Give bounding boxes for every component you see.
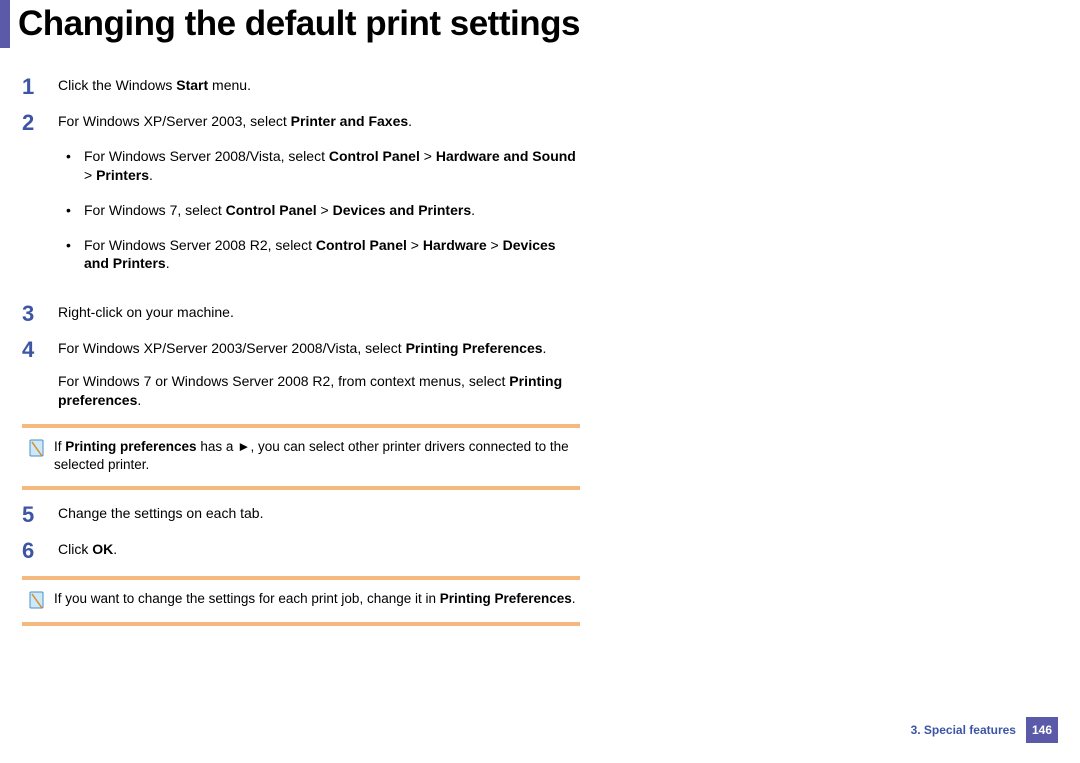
bold: Printers [96,167,149,183]
text: . [572,591,576,606]
footer-page-number: 146 [1026,717,1058,743]
bold: Control Panel [329,148,420,164]
step-body: For Windows XP/Server 2003, select Print… [58,112,580,289]
sub-item: For Windows Server 2008/Vista, select Co… [58,147,580,185]
step-4: 4 For Windows XP/Server 2003/Server 2008… [22,339,580,410]
page-footer: 3. Special features 146 [911,717,1058,743]
note-icon [28,438,54,458]
step-number: 6 [22,540,58,562]
text: . [543,340,547,356]
step-number: 5 [22,504,58,526]
text: Click [58,541,92,557]
text: . [149,167,153,183]
text: > [487,237,503,253]
text: For Windows XP/Server 2003, select [58,113,291,129]
step-body: Change the settings on each tab. [58,504,580,523]
bold: Printer and Faxes [291,113,409,129]
step-5: 5 Change the settings on each tab. [22,504,580,526]
text: menu. [208,77,251,93]
text: Change the settings on each tab. [58,504,580,523]
note-1: If Printing preferences has a ►, you can… [22,438,580,474]
divider [22,576,580,580]
accent-bar [0,0,10,48]
note-icon [28,590,54,610]
page-header: Changing the default print settings [0,0,1080,48]
divider [22,424,580,428]
text: For Windows 7, select [84,202,226,218]
note-body: If you want to change the settings for e… [54,590,580,608]
text: > [420,148,436,164]
step-6: 6 Click OK. [22,540,580,562]
bold: Control Panel [316,237,407,253]
text: > [317,202,333,218]
note-2: If you want to change the settings for e… [22,590,580,610]
step-body: Right-click on your machine. [58,303,580,322]
divider [22,486,580,490]
step-body: Click OK. [58,540,580,559]
page-title: Changing the default print settings [18,0,580,48]
step-number: 2 [22,112,58,134]
text: . [471,202,475,218]
step-1: 1 Click the Windows Start menu. [22,76,580,98]
text: For Windows 7 or Windows Server 2008 R2,… [58,373,509,389]
text: > [407,237,423,253]
note-body: If Printing preferences has a ►, you can… [54,438,580,474]
step-body: For Windows XP/Server 2003/Server 2008/V… [58,339,580,410]
content-column: 1 Click the Windows Start menu. 2 For Wi… [0,76,580,626]
text: . [113,541,117,557]
text: Click the Windows [58,77,176,93]
bold: Printing Preferences [406,340,543,356]
text: For Windows XP/Server 2003/Server 2008/V… [58,340,406,356]
text: . [408,113,412,129]
bold: Printing Preferences [440,591,572,606]
sub-item: For Windows 7, select Control Panel > De… [58,201,580,220]
bold: Control Panel [226,202,317,218]
sub-item: For Windows Server 2008 R2, select Contr… [58,236,580,274]
divider [22,622,580,626]
text: For Windows Server 2008/Vista, select [84,148,329,164]
bold: Printing preferences [65,439,196,454]
step-number: 3 [22,303,58,325]
step-number: 1 [22,76,58,98]
step-number: 4 [22,339,58,361]
text: . [166,255,170,271]
bold: OK [92,541,113,557]
text: Right-click on your machine. [58,303,580,322]
bold: Start [176,77,208,93]
bold: Hardware and Sound [436,148,576,164]
footer-chapter: 3. Special features [911,723,1016,737]
step-2-subitems: For Windows Server 2008/Vista, select Co… [58,147,580,273]
text: If you want to change the settings for e… [54,591,440,606]
step-3: 3 Right-click on your machine. [22,303,580,325]
step-2: 2 For Windows XP/Server 2003, select Pri… [22,112,580,289]
text: > [84,167,96,183]
text: If [54,439,65,454]
step-body: Click the Windows Start menu. [58,76,580,95]
bold: Hardware [423,237,487,253]
text: For Windows Server 2008 R2, select [84,237,316,253]
bold: Devices and Printers [333,202,472,218]
text: . [137,392,141,408]
